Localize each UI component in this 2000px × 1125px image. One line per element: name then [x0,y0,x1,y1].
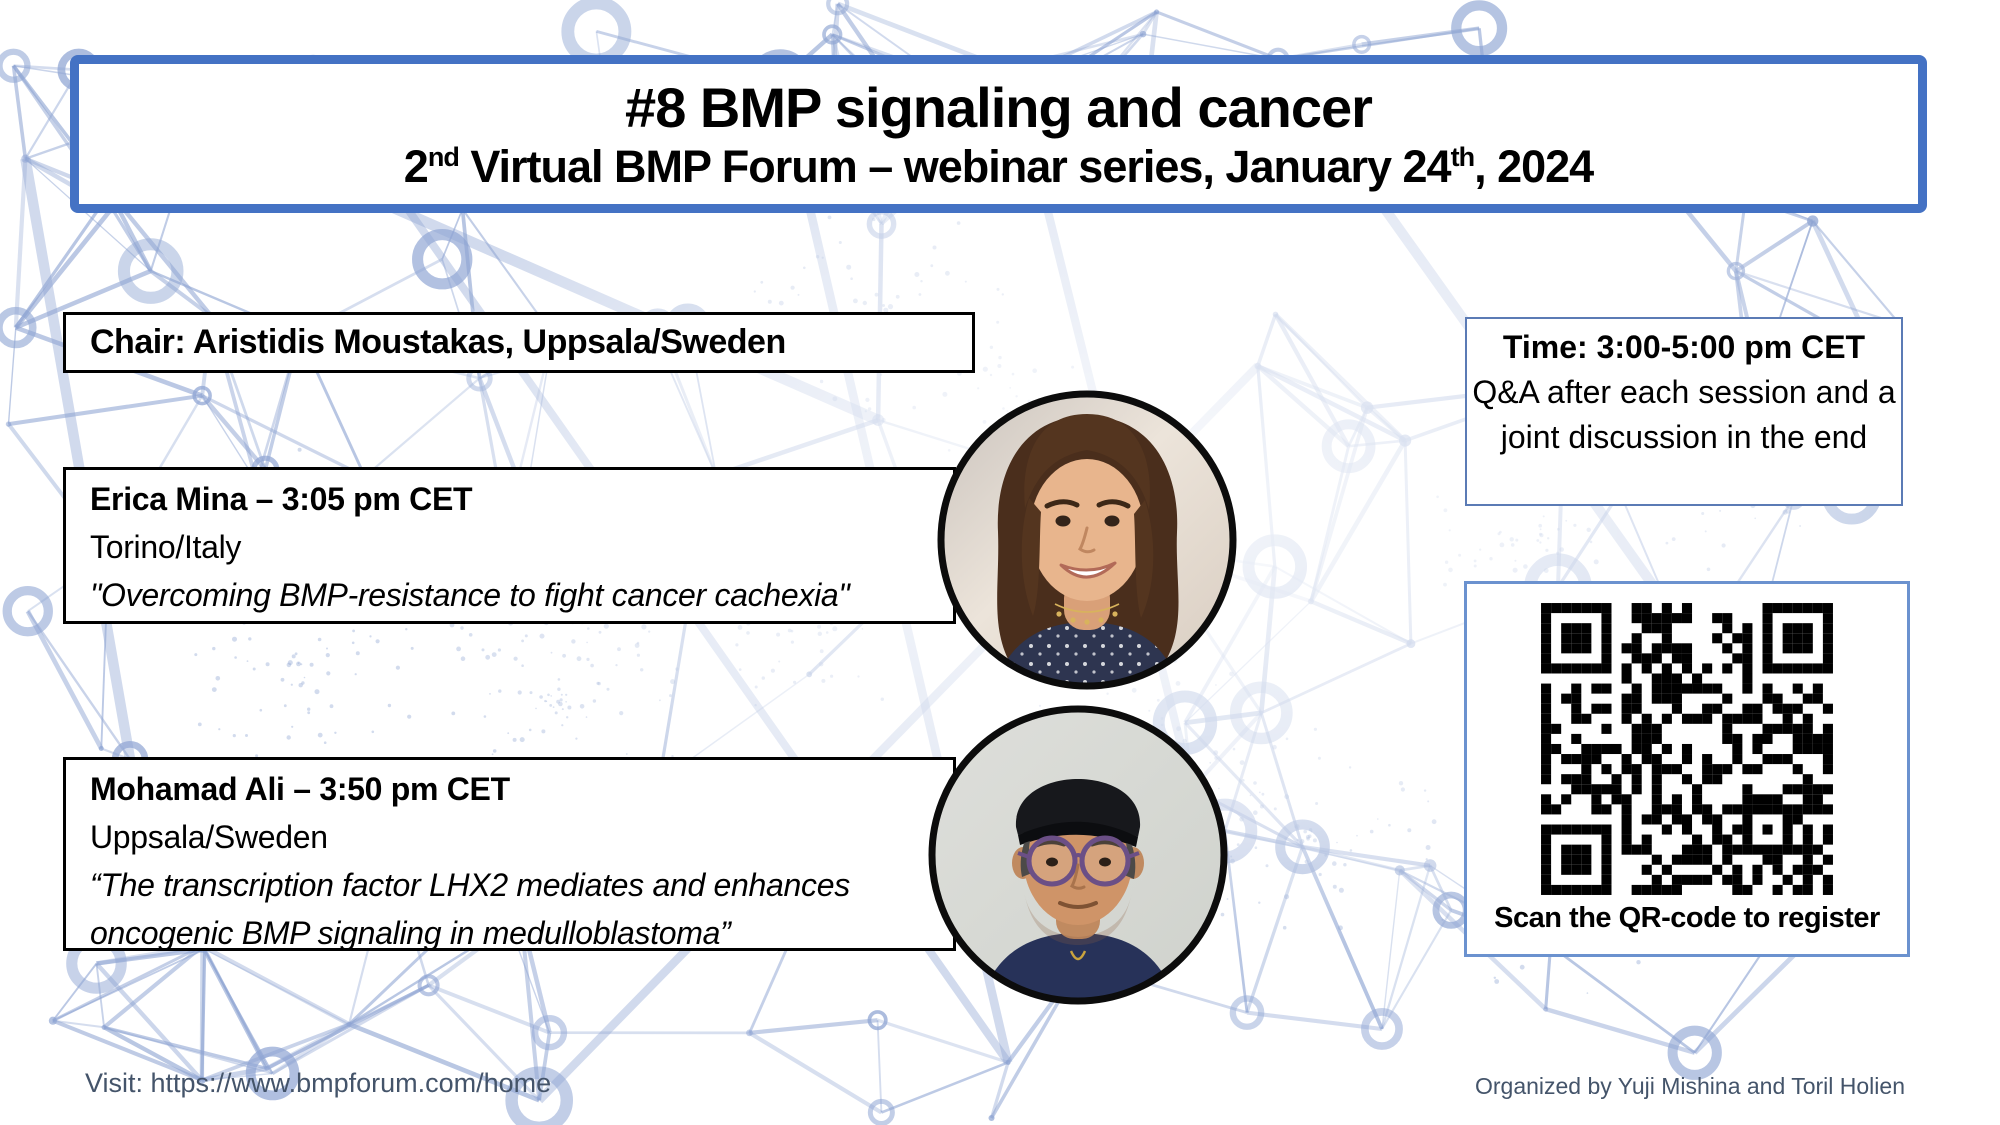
speaker-photo-mohamad-ali [928,705,1228,1005]
time-box: Time: 3:00-5:00 pm CET Q&A after each se… [1465,317,1903,506]
title-box: #8 BMP signaling and cancer 2nd Virtual … [70,55,1927,213]
subtitle-ordinal-nd: nd [427,142,460,172]
subtitle-main-text: Virtual BMP Forum – webinar series, Janu… [458,141,1451,192]
time-heading: Time: 3:00-5:00 pm CET [1502,329,1866,365]
speaker-photo-erica-mina [937,390,1237,690]
time-details: Q&A after each session and a joint discu… [1472,374,1896,455]
speaker-talk-title: "Overcoming BMP-resistance to fight canc… [90,577,850,613]
subtitle-ordinal-th: th [1450,142,1476,172]
footer-visit-link[interactable]: Visit: https://www.bmpforum.com/home [85,1068,552,1098]
qr-caption: Scan the QR-code to register [1494,902,1880,934]
speaker-name-time: Mohamad Ali – 3:50 pm CET [90,771,510,807]
speaker-talk-title: “The transcription factor LHX2 mediates … [90,867,850,951]
event-subtitle: 2nd Virtual BMP Forum – webinar series, … [79,139,1918,195]
qr-code [1536,598,1838,900]
subtitle-year: , 2024 [1474,141,1594,192]
speaker-location: Uppsala/Sweden [90,819,328,855]
speaker-name-time: Erica Mina – 3:05 pm CET [90,481,473,517]
chair-box: Chair: Aristidis Moustakas, Uppsala/Swed… [63,312,975,373]
speaker-location: Torino/Italy [90,529,242,565]
man-portrait [928,705,1228,1005]
event-title: #8 BMP signaling and cancer [625,76,1373,139]
speaker-box-mohamad-ali: Mohamad Ali – 3:50 pm CET Uppsala/Sweden… [63,757,956,951]
speaker-box-erica-mina: Erica Mina – 3:05 pm CET Torino/Italy "O… [63,467,956,624]
footer-organizers: Organized by Yuji Mishina and Toril Holi… [1474,1073,1905,1099]
woman-portrait [937,390,1237,690]
subtitle-number: 2 [403,141,429,192]
chair-label: Chair: Aristidis Moustakas, Uppsala/Swed… [90,323,786,361]
qr-box: Scan the QR-code to register [1464,581,1910,957]
